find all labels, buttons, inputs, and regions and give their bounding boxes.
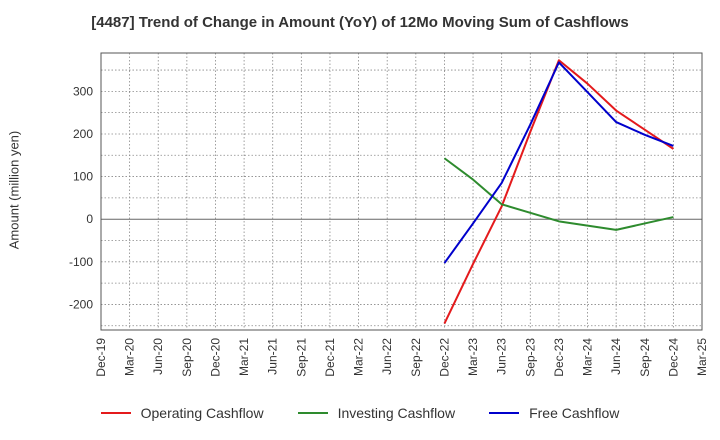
x-tick-label: Jun-20 [151, 338, 165, 375]
x-tick-label: Mar-23 [466, 338, 480, 376]
legend-swatch [489, 412, 520, 414]
x-tick-label: Sep-24 [638, 338, 652, 377]
x-tick-label: Jun-21 [266, 338, 280, 375]
x-tick-label: Dec-23 [552, 338, 566, 377]
operating-cashflow-line [443, 59, 674, 325]
x-tick-label: Dec-22 [437, 338, 451, 377]
x-tick-label: Dec-24 [666, 338, 680, 377]
x-tick-label: Mar-20 [123, 338, 137, 376]
legend-swatch [100, 412, 131, 414]
investing-cashflow-line [443, 157, 674, 231]
y-tick-label: 100 [73, 170, 93, 184]
y-tick-label: 0 [86, 212, 93, 226]
legend-item-free-cashflow: Free Cashflow [489, 405, 619, 421]
x-tick-label: Dec-21 [323, 338, 337, 377]
x-tick-label: Sep-21 [294, 338, 308, 377]
x-tick-label: Sep-23 [523, 338, 537, 377]
legend-item-investing-cashflow: Investing Cashflow [297, 405, 456, 421]
plot-frame [100, 52, 703, 331]
x-tick-label: Jun-23 [495, 338, 509, 375]
legend-label: Operating Cashflow [140, 405, 264, 421]
x-tick-label: Jun-24 [609, 338, 623, 375]
x-tick-label: Sep-20 [180, 338, 194, 377]
y-tick-label: 300 [73, 84, 93, 98]
legend-item-operating-cashflow: Operating Cashflow [100, 405, 264, 421]
legend-swatch [297, 412, 328, 414]
x-tick-label: Jun-22 [380, 338, 394, 375]
x-tick-label: Dec-20 [208, 338, 222, 377]
y-tick-label: -200 [69, 297, 93, 311]
x-tick-label: Sep-22 [409, 338, 423, 377]
x-tick-label: Mar-24 [581, 338, 595, 376]
x-tick-label: Mar-21 [237, 338, 251, 376]
free-cashflow-line [443, 61, 674, 264]
y-tick-label: -100 [69, 255, 93, 269]
plot-area [101, 53, 702, 330]
y-tick-label: 200 [73, 127, 93, 141]
legend-label: Investing Cashflow [337, 405, 456, 421]
x-tick-label: Dec-19 [94, 338, 108, 377]
x-tick-label: Mar-25 [695, 338, 709, 376]
chart-title: [4487] Trend of Change in Amount (YoY) o… [91, 14, 629, 31]
legend-label: Free Cashflow [529, 405, 620, 421]
legend: Operating Cashflow Investing Cashflow Free… [0, 405, 720, 421]
x-tick-label: Mar-22 [352, 338, 366, 376]
